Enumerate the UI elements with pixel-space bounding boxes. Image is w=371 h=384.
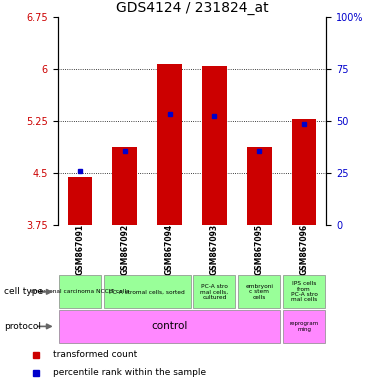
Bar — [283, 310, 325, 343]
Bar — [157, 64, 182, 225]
Text: IPS cells
from
PC-A stro
mal cells: IPS cells from PC-A stro mal cells — [290, 281, 318, 303]
Bar — [292, 119, 316, 225]
Title: GDS4124 / 231824_at: GDS4124 / 231824_at — [116, 1, 268, 15]
Text: GSM867093: GSM867093 — [210, 224, 219, 275]
Text: transformed count: transformed count — [53, 351, 137, 359]
Text: reprogram
ming: reprogram ming — [289, 321, 319, 332]
Text: GSM867096: GSM867096 — [299, 224, 309, 275]
Text: embryonal carcinoma NCCIT cells: embryonal carcinoma NCCIT cells — [30, 289, 129, 295]
Text: PC-A stro
mal cells,
cultured: PC-A stro mal cells, cultured — [200, 284, 229, 300]
Bar — [59, 310, 280, 343]
Bar — [68, 177, 92, 225]
Bar — [112, 147, 137, 225]
Bar — [247, 147, 272, 225]
Text: percentile rank within the sample: percentile rank within the sample — [53, 368, 206, 377]
Text: GSM867091: GSM867091 — [75, 224, 85, 275]
Bar — [238, 275, 280, 308]
Text: GSM867092: GSM867092 — [120, 224, 129, 275]
Bar — [104, 275, 191, 308]
Bar — [59, 275, 101, 308]
Text: protocol: protocol — [4, 322, 41, 331]
Text: PC-A stromal cells, sorted: PC-A stromal cells, sorted — [109, 289, 185, 295]
Bar — [202, 66, 227, 225]
Text: GSM867095: GSM867095 — [255, 224, 264, 275]
Text: cell type: cell type — [4, 287, 43, 296]
Bar — [193, 275, 236, 308]
Text: GSM867094: GSM867094 — [165, 224, 174, 275]
Text: control: control — [151, 321, 188, 331]
Bar — [283, 275, 325, 308]
Text: embryoni
c stem
cells: embryoni c stem cells — [245, 284, 273, 300]
